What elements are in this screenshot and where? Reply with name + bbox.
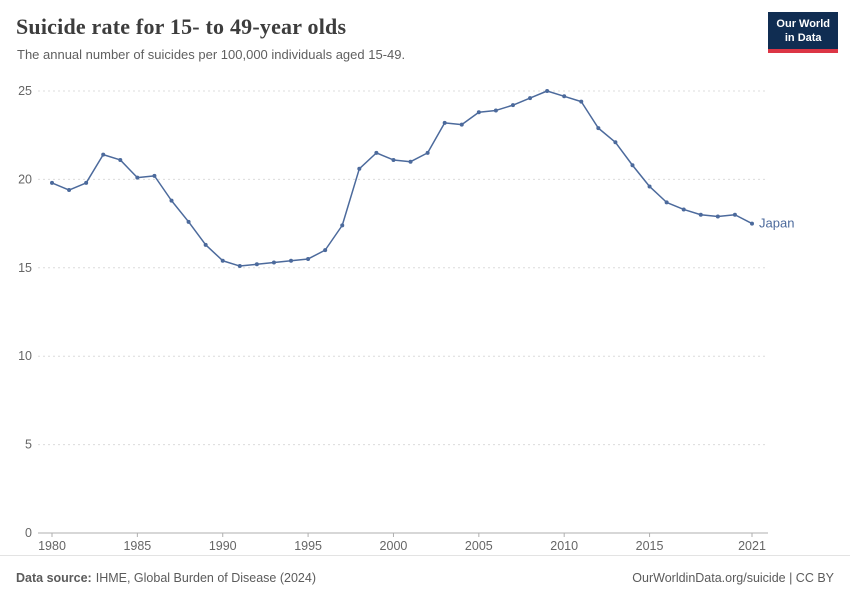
data-point	[152, 173, 157, 178]
data-point	[254, 262, 259, 267]
data-point	[476, 110, 481, 115]
data-point	[50, 180, 54, 185]
data-point	[169, 198, 174, 203]
x-tick-label: 1985	[123, 539, 151, 553]
data-point	[664, 200, 669, 205]
x-tick-label: 1990	[209, 539, 237, 553]
data-point	[442, 120, 447, 125]
x-tick-label: 2010	[550, 539, 578, 553]
data-source: Data source: IHME, Global Burden of Disea…	[16, 571, 316, 585]
data-point	[425, 150, 430, 155]
data-point	[562, 94, 567, 99]
data-point	[681, 207, 686, 212]
data-point	[493, 108, 498, 113]
x-tick-label: 2021	[738, 539, 766, 553]
data-point	[459, 122, 464, 127]
data-point	[698, 212, 703, 217]
data-point	[374, 150, 379, 155]
data-point	[203, 242, 208, 247]
data-point	[84, 180, 89, 185]
data-source-label: Data source:	[16, 571, 92, 585]
chart-header: Suicide rate for 15- to 49-year olds The…	[0, 0, 850, 70]
data-point	[220, 258, 225, 263]
owid-logo-line1: Our World	[776, 18, 830, 30]
data-point	[510, 103, 515, 108]
data-point	[408, 159, 413, 164]
chart-svg: 0 5 10 15 20 25 1980 1985 1990 1995 2000 2005 2010 20…	[18, 84, 794, 553]
data-point	[340, 223, 345, 228]
y-tick-label: 10	[18, 349, 32, 363]
data-point	[715, 214, 720, 219]
data-point	[271, 260, 276, 265]
data-point	[357, 166, 362, 171]
owid-logo: Our World in Data	[768, 12, 838, 53]
data-point	[613, 140, 618, 145]
data-point	[647, 184, 652, 189]
data-point	[101, 152, 106, 157]
x-tick-label: 1980	[38, 539, 66, 553]
data-point	[579, 99, 584, 104]
chart-title: Suicide rate for 15- to 49-year olds	[16, 14, 347, 39]
data-point	[289, 258, 294, 263]
x-tick-label: 2015	[636, 539, 664, 553]
y-tick-label: 5	[25, 438, 32, 452]
data-point	[237, 264, 242, 269]
data-point	[306, 256, 311, 261]
data-point	[118, 157, 123, 162]
x-tick-label: 1995	[294, 539, 322, 553]
data-point	[323, 248, 328, 253]
data-point	[135, 175, 140, 180]
series-line	[51, 90, 753, 267]
data-point	[528, 96, 533, 101]
chart-subtitle: The annual number of suicides per 100,00…	[17, 47, 406, 62]
data-point	[186, 219, 191, 224]
data-point	[596, 126, 601, 131]
attribution-link[interactable]: OurWorldinData.org/suicide | CC BY	[632, 571, 834, 585]
x-tick-label: 2005	[465, 539, 493, 553]
data-point	[545, 89, 550, 93]
data-point	[391, 157, 396, 162]
data-point	[750, 221, 754, 226]
data-point	[630, 163, 635, 168]
y-tick-label: 25	[18, 84, 32, 98]
y-tick-label: 15	[18, 261, 32, 275]
data-point	[732, 212, 737, 217]
data-point	[67, 188, 72, 193]
owid-logo-line2: in Data	[784, 32, 822, 45]
data-source-value: IHME, Global Burden of Disease (2024)	[95, 571, 316, 585]
chart-footer: Data source: IHME, Global Burden of Disea…	[0, 555, 850, 600]
y-tick-label: 0	[25, 526, 32, 540]
x-tick-label: 2000	[380, 539, 408, 553]
series-end-label: Japan	[759, 216, 794, 231]
y-tick-label: 20	[18, 172, 32, 186]
